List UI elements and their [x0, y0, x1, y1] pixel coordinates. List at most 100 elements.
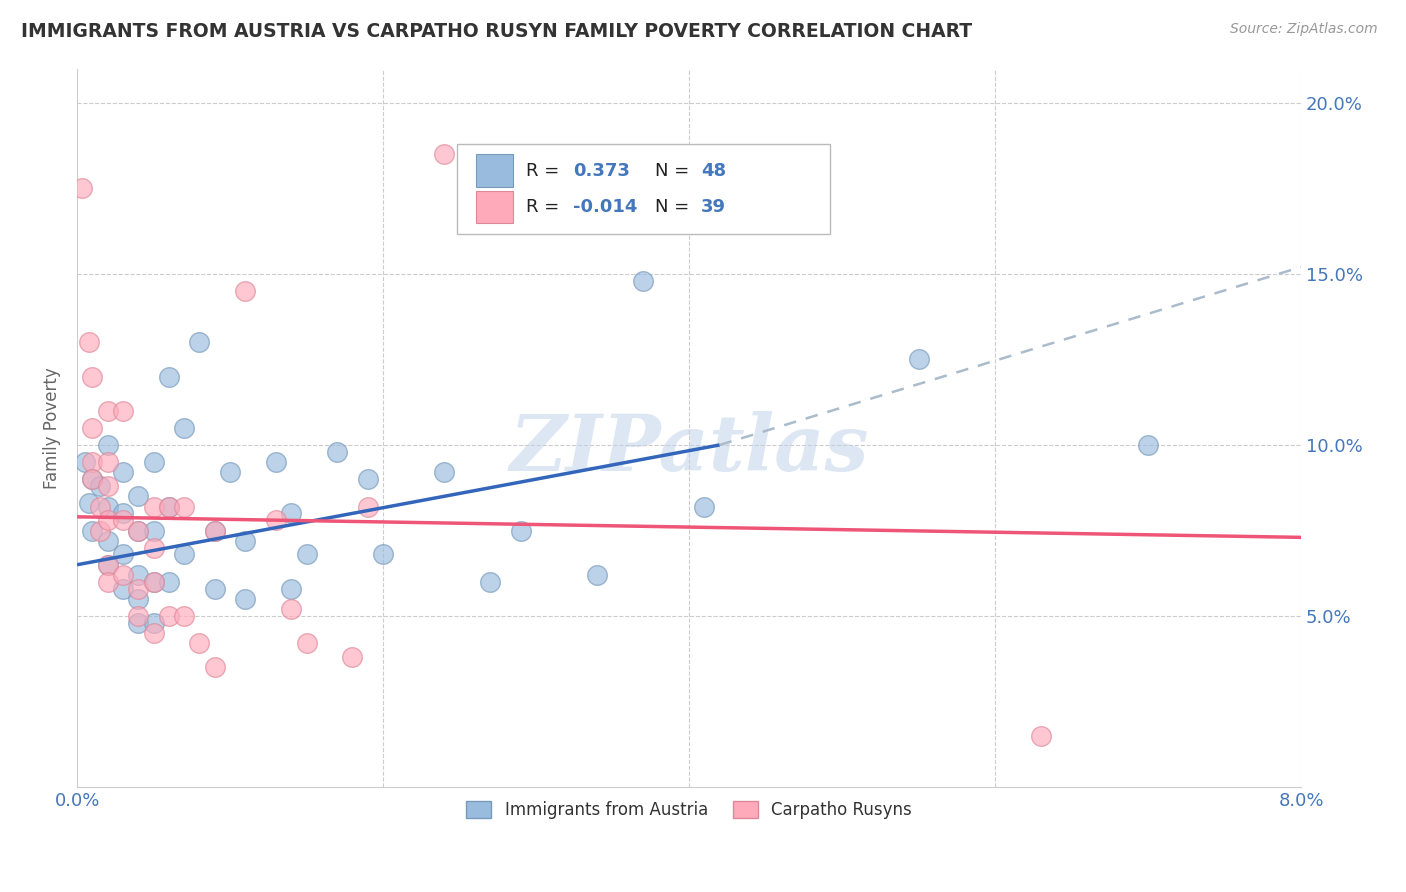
Text: 0.373: 0.373	[572, 161, 630, 179]
Point	[97, 513, 120, 527]
Point	[219, 466, 242, 480]
Point	[97, 455, 120, 469]
Point	[82, 524, 104, 538]
Point	[142, 500, 165, 514]
Point	[693, 500, 716, 514]
Point	[97, 533, 120, 548]
Point	[357, 472, 380, 486]
Point	[127, 524, 149, 538]
Point	[433, 147, 456, 161]
Point	[97, 438, 120, 452]
Point	[127, 609, 149, 624]
Point	[142, 574, 165, 589]
Point	[204, 582, 226, 596]
Point	[342, 650, 364, 665]
Point	[97, 558, 120, 572]
Point	[173, 609, 195, 624]
Text: Source: ZipAtlas.com: Source: ZipAtlas.com	[1230, 22, 1378, 37]
Point	[157, 369, 180, 384]
Text: R =: R =	[526, 161, 565, 179]
Point	[188, 636, 211, 650]
Point	[82, 455, 104, 469]
Point	[73, 455, 96, 469]
Point	[280, 507, 302, 521]
Point	[142, 626, 165, 640]
Point	[79, 335, 101, 350]
Point	[280, 602, 302, 616]
Point	[631, 274, 654, 288]
FancyBboxPatch shape	[477, 154, 513, 187]
Text: -0.014: -0.014	[572, 198, 637, 216]
Point	[204, 524, 226, 538]
Point	[173, 548, 195, 562]
Point	[97, 479, 120, 493]
Point	[264, 455, 287, 469]
FancyBboxPatch shape	[477, 191, 513, 224]
Text: IMMIGRANTS FROM AUSTRIA VS CARPATHO RUSYN FAMILY POVERTY CORRELATION CHART: IMMIGRANTS FROM AUSTRIA VS CARPATHO RUSY…	[21, 22, 972, 41]
Text: 48: 48	[702, 161, 727, 179]
FancyBboxPatch shape	[457, 144, 830, 234]
Point	[111, 548, 134, 562]
Point	[82, 369, 104, 384]
Point	[280, 582, 302, 596]
Point	[142, 455, 165, 469]
Text: ZIPatlas: ZIPatlas	[509, 411, 869, 488]
Text: N =: N =	[655, 161, 695, 179]
Point	[235, 284, 257, 298]
Point	[157, 574, 180, 589]
Point	[295, 636, 318, 650]
Point	[111, 568, 134, 582]
Point	[204, 524, 226, 538]
Y-axis label: Family Poverty: Family Poverty	[44, 367, 60, 489]
Point	[204, 660, 226, 674]
Point	[111, 466, 134, 480]
Point	[173, 421, 195, 435]
Point	[173, 500, 195, 514]
Text: N =: N =	[655, 198, 695, 216]
Point	[1029, 729, 1052, 743]
Point	[1137, 438, 1160, 452]
Text: 39: 39	[702, 198, 727, 216]
Point	[235, 533, 257, 548]
Point	[111, 507, 134, 521]
Point	[89, 500, 111, 514]
Point	[157, 500, 180, 514]
Point	[79, 496, 101, 510]
Point	[111, 582, 134, 596]
Point	[127, 615, 149, 630]
Point	[235, 591, 257, 606]
Point	[111, 513, 134, 527]
Point	[142, 615, 165, 630]
Point	[371, 548, 394, 562]
Point	[82, 421, 104, 435]
Point	[157, 609, 180, 624]
Point	[127, 582, 149, 596]
Text: R =: R =	[526, 198, 565, 216]
Legend: Immigrants from Austria, Carpatho Rusyns: Immigrants from Austria, Carpatho Rusyns	[460, 794, 918, 826]
Point	[82, 472, 104, 486]
Point	[142, 541, 165, 555]
Point	[295, 548, 318, 562]
Point	[509, 524, 531, 538]
Point	[97, 558, 120, 572]
Point	[586, 568, 609, 582]
Point	[82, 472, 104, 486]
Point	[326, 445, 349, 459]
Point	[127, 591, 149, 606]
Point	[142, 524, 165, 538]
Point	[433, 466, 456, 480]
Point	[70, 181, 93, 195]
Point	[127, 568, 149, 582]
Point	[127, 524, 149, 538]
Point	[97, 403, 120, 417]
Point	[188, 335, 211, 350]
Point	[157, 500, 180, 514]
Point	[89, 524, 111, 538]
Point	[264, 513, 287, 527]
Point	[97, 500, 120, 514]
Point	[127, 489, 149, 503]
Point	[479, 574, 502, 589]
Point	[111, 403, 134, 417]
Point	[89, 479, 111, 493]
Point	[97, 574, 120, 589]
